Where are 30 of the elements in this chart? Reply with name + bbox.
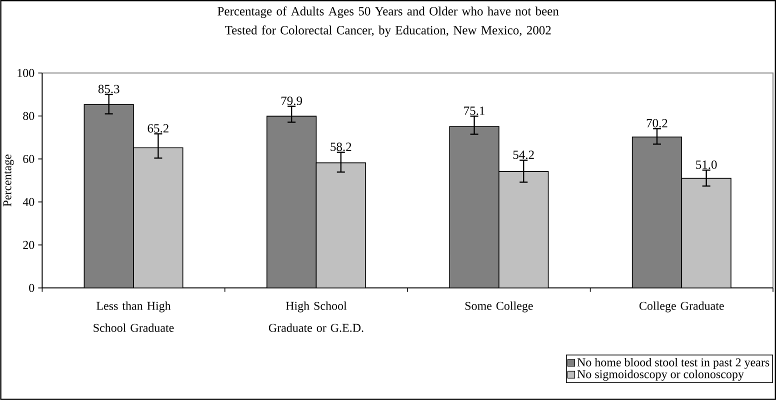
x-tick-label: College Graduate	[639, 302, 724, 312]
y-tick-label: 60	[23, 154, 34, 164]
data-label: 54.2	[513, 150, 534, 160]
data-label: 79.9	[281, 96, 302, 106]
y-tick-label: 40	[22, 198, 34, 206]
y-tick-label: 0	[29, 284, 34, 292]
bar	[266, 116, 317, 288]
bar	[449, 126, 500, 288]
chart-title: Percentage of Adults Ages 50 Years and Older who have not been Tested for Colorectal Cancer, by Education, New Mexico, 2002	[218, 6, 559, 38]
y-axis-title: Percentage	[3, 154, 14, 206]
bar	[84, 104, 134, 288]
y-tick-label: 80	[23, 112, 34, 120]
x-tick-label: Less than High School Graduate	[94, 302, 174, 332]
y-tick-label: 20	[23, 240, 34, 250]
data-label: 51.0	[696, 160, 717, 169]
x-tick-label: Some College	[465, 302, 533, 312]
x-tick-label: High School Graduate or G.E.D.	[268, 302, 364, 332]
data-label: 70.2	[646, 119, 668, 128]
data-label: 75.1	[464, 106, 484, 116]
bar	[316, 162, 366, 288]
legend-label: No sigmoidoscopy or colonoscopy	[577, 370, 744, 381]
bar	[498, 171, 549, 288]
legend-label: No home blood stool test in past 2 years	[577, 358, 770, 369]
bar	[133, 147, 184, 288]
data-label: 58.2	[330, 142, 352, 152]
y-tick-label: 100	[18, 68, 34, 78]
bar	[632, 136, 682, 288]
data-label: 85.3	[98, 84, 120, 94]
data-label: 65.2	[148, 124, 168, 133]
bar	[681, 178, 732, 288]
